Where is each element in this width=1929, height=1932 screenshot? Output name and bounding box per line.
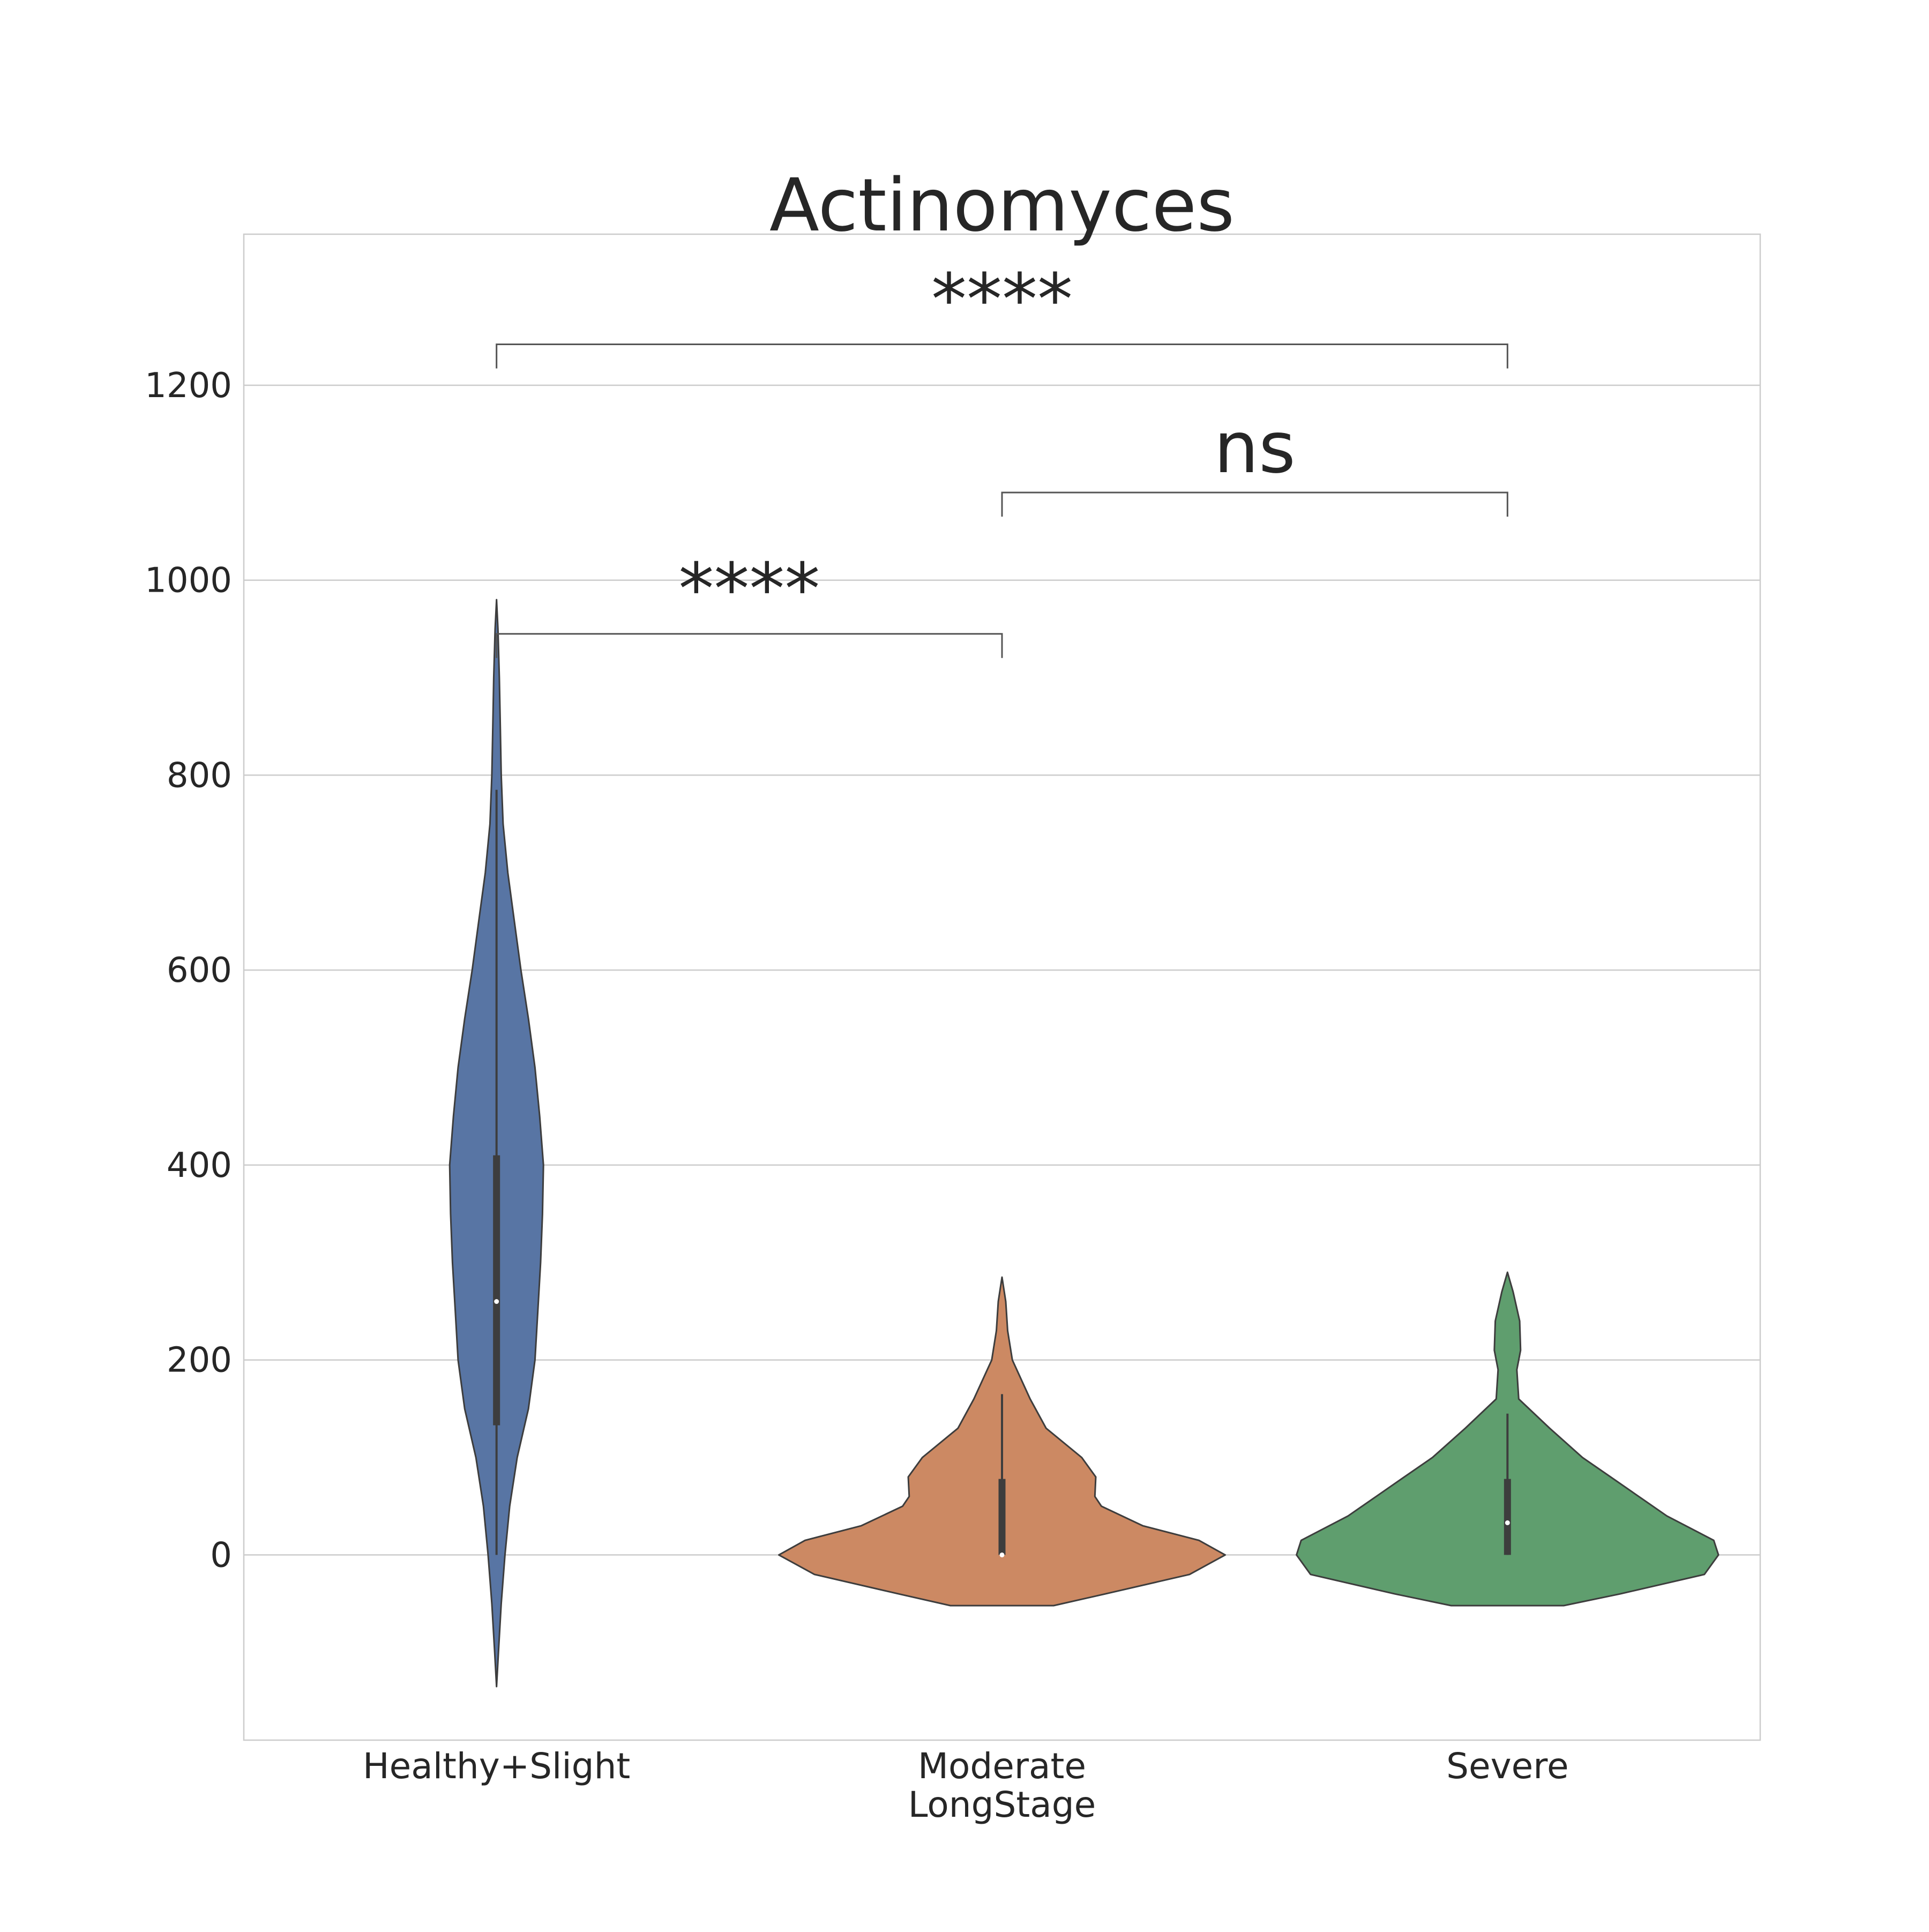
significance-label: ****: [678, 548, 820, 631]
tick-layer: 0 200 400 600 800 1000 1200 Healthy+Slight Moder…: [145, 366, 1568, 1787]
y-tick-label: 1200: [145, 366, 232, 406]
x-tick-label: Severe: [1446, 1745, 1568, 1787]
y-tick-label: 1000: [145, 561, 232, 601]
annotation-layer: **** ns ****: [496, 259, 1508, 658]
y-tick-label: 0: [210, 1535, 232, 1575]
significance-bracket: [496, 344, 1508, 369]
x-tick-label: Moderate: [918, 1745, 1086, 1787]
violin-median-marker: [1505, 1520, 1510, 1525]
x-tick-label: Healthy+Slight: [363, 1745, 630, 1787]
violin-median-marker: [494, 1299, 499, 1304]
y-tick-label: 800: [167, 756, 232, 795]
y-tick-label: 400: [167, 1146, 232, 1185]
x-axis-label: LongStage: [908, 1784, 1096, 1825]
significance-label: ns: [1214, 407, 1295, 489]
y-tick-label: 600: [167, 951, 232, 990]
violin-median-marker: [999, 1552, 1005, 1557]
significance-bracket: [496, 633, 1003, 658]
plot-frame: [243, 233, 1761, 1741]
violin-layer: [448, 599, 1719, 1688]
chart-title: Actinomyces: [769, 163, 1235, 248]
y-tick-label: 200: [167, 1341, 232, 1381]
significance-label: ****: [931, 259, 1073, 341]
significance-bracket: [1001, 491, 1508, 517]
